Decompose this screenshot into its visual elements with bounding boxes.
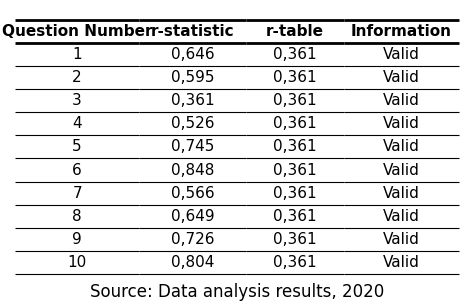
Text: Source: Data analysis results, 2020: Source: Data analysis results, 2020 (90, 283, 384, 301)
